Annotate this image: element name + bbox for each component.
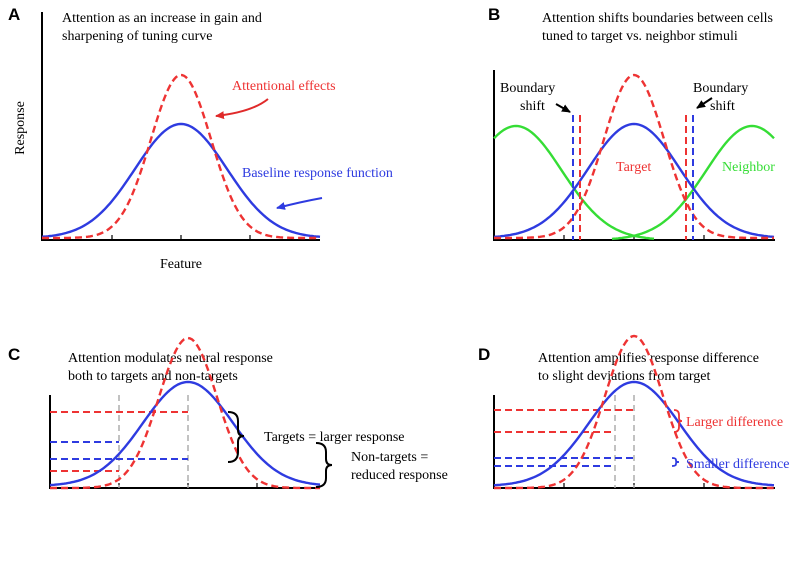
panel-a-baseline-curve [41, 122, 321, 238]
panel-d-caption-line2: to slight deviations from target [538, 369, 710, 384]
panel-a-attentional-label: Attentional effects [232, 79, 336, 94]
panel-a-baseline-arrow [276, 197, 323, 210]
panel-c-nontargets-label-line1: Non-targets = [351, 450, 428, 465]
panel-c-caption-line2: both to targets and non-targets [68, 369, 238, 384]
panel-a-x-axis-label: Feature [160, 257, 202, 272]
panel-b-neighbor-label: Neighbor [722, 160, 775, 175]
panel-b-caption-line1: Attention shifts boundaries between cell… [542, 11, 773, 26]
panel-b-boundary-right-label-line2: shift [710, 99, 735, 114]
panel-d-smaller-brace [671, 457, 680, 467]
panel-a-letter: A [8, 5, 20, 24]
panel-c-baseline-curve [49, 380, 321, 487]
panel-b-caption-line2: tuned to target vs. neighbor stimuli [542, 29, 738, 44]
panel-d-caption-line1: Attention amplifies response difference [538, 351, 759, 366]
panel-a-attention-curve [42, 73, 320, 240]
panel-b-attention-curve [494, 73, 774, 240]
panel-a-baseline-label: Baseline response function [242, 166, 393, 181]
panel-c-letter: C [8, 345, 20, 364]
panel-c-nontargets-label-line2: reduced response [351, 468, 448, 483]
panel-b-boundary-right-arrow [696, 97, 713, 109]
panel-b-baseline-curve [493, 122, 775, 239]
panel-a: A Attention as an increase in gain and s… [8, 5, 393, 272]
panel-b-axes [493, 70, 775, 241]
panel-d-attention-curve [494, 334, 774, 490]
panel-b-boundary-left-label-line1: Boundary [500, 81, 555, 96]
panel-b-boundary-right-label-line1: Boundary [693, 81, 748, 96]
panel-d-larger-label: Larger difference [686, 415, 783, 430]
panel-c-nontargets-brace [315, 442, 333, 488]
panel-a-y-axis-label: Response [13, 101, 28, 155]
panel-b-boundary-left-arrow [555, 103, 571, 113]
panel-c-caption-line1: Attention modulates neural response [68, 351, 273, 366]
panel-b-letter: B [488, 5, 500, 24]
panel-a-axes [41, 12, 320, 241]
panel-c-targets-label: Targets = larger response [264, 430, 405, 445]
panel-c: C Attention modulates neural response bo… [8, 336, 448, 490]
panel-d-larger-brace [673, 409, 683, 433]
panel-b: B Attention shifts boundaries between ce… [488, 5, 775, 241]
panel-b-target-label: Target [616, 160, 651, 175]
panel-d-smaller-label: Smaller difference [686, 457, 790, 472]
panel-a-caption-line1: Attention as an increase in gain and [62, 11, 262, 26]
panel-c-targets-brace [227, 411, 245, 463]
panel-c-attention-curve [50, 336, 320, 490]
panel-d-letter: D [478, 345, 490, 364]
panel-d-baseline-curve [493, 380, 775, 487]
panel-a-attentional-arrow [215, 98, 269, 120]
panel-a-caption-line2: sharpening of tuning curve [62, 29, 212, 44]
panel-d: D Attention amplifies response differenc… [478, 334, 790, 490]
panel-b-boundary-left-label-line2: shift [520, 99, 545, 114]
